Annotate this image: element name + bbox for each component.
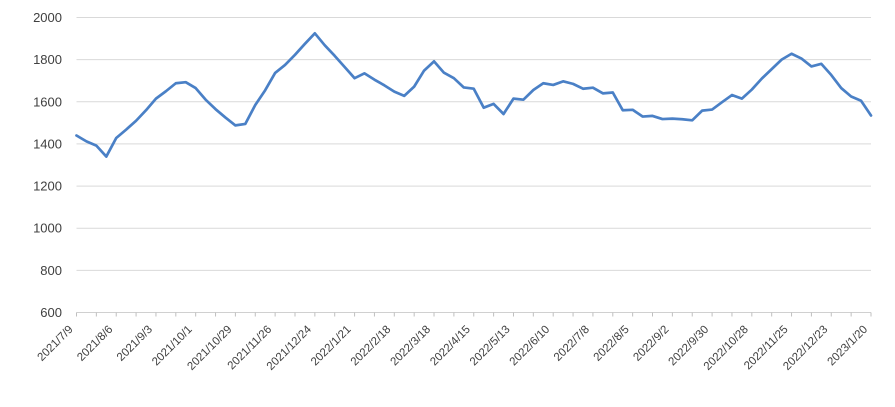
x-axis-tick-label: 2022/9/2 <box>631 324 671 364</box>
x-axis-tick-label: 2022/5/13 <box>468 324 513 369</box>
data-series-line <box>75 31 873 158</box>
x-axis-tick-label: 2022/1/21 <box>309 324 354 369</box>
gridlines <box>76 17 871 271</box>
y-axis-tick-label: 800 <box>40 263 62 278</box>
x-axis-tick-label: 2023/1/20 <box>825 324 870 369</box>
x-axis <box>76 312 872 317</box>
y-axis-tick-label: 1800 <box>33 52 62 67</box>
y-axis-tick-label: 1200 <box>33 179 62 194</box>
x-axis-tick-label: 2022/2/18 <box>349 324 394 369</box>
x-axis-tick-label: 2021/9/3 <box>115 324 155 364</box>
x-axis-tick-label: 2021/8/6 <box>75 324 115 364</box>
y-axis-tick-label: 1000 <box>33 221 62 236</box>
x-axis-tick-label: 2021/7/9 <box>35 324 75 364</box>
x-axis-tick-label: 2022/3/18 <box>388 324 433 369</box>
y-axis-tick-label: 600 <box>40 305 62 320</box>
x-axis-tick-label: 2022/7/8 <box>552 324 592 364</box>
x-axis-tick-label: 2022/8/5 <box>592 324 632 364</box>
x-axis-tick-label: 2022/4/15 <box>428 324 473 369</box>
x-axis-labels: 2021/7/9 2021/8/6 2021/9/32021/10/12021/10… <box>35 323 870 373</box>
y-axis-labels: 600 800 1000 1200 1400 1600 1800 2000 <box>33 10 62 320</box>
x-axis-tick-label: 2022/6/10 <box>508 324 553 369</box>
y-axis-tick-label: 1600 <box>33 94 62 109</box>
series-group <box>75 31 873 158</box>
y-axis-tick-label: 2000 <box>33 10 62 25</box>
y-axis-tick-label: 1400 <box>33 136 62 151</box>
